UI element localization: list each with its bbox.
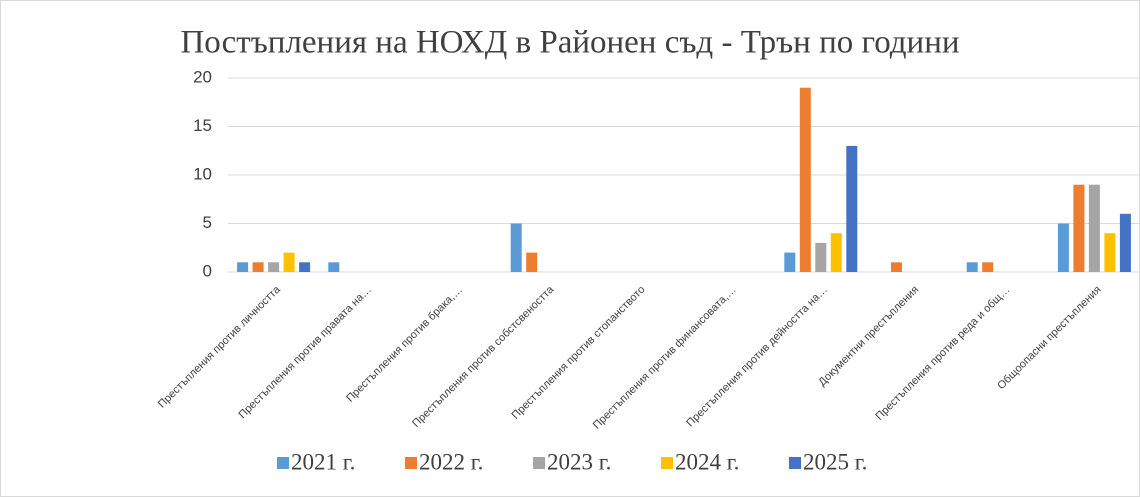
y-tick-label: 5 — [203, 213, 212, 232]
bar — [1104, 233, 1116, 272]
bar — [510, 223, 522, 272]
legend-label: 2022 г. — [419, 449, 483, 474]
y-tick-label: 10 — [193, 164, 212, 183]
bar — [283, 252, 295, 272]
bar — [299, 262, 311, 272]
legend-swatch — [789, 457, 801, 469]
bar — [526, 252, 538, 272]
bar — [237, 262, 249, 272]
y-tick-label: 0 — [203, 261, 212, 280]
bar — [784, 252, 796, 272]
bar — [328, 262, 340, 272]
legend-label: 2024 г. — [675, 449, 739, 474]
bar — [268, 262, 280, 272]
bar — [1057, 223, 1069, 272]
legend-label: 2021 г. — [291, 449, 355, 474]
bar — [1088, 184, 1100, 272]
y-tick-label: 15 — [193, 116, 212, 135]
legend-swatch — [405, 457, 417, 469]
legend-swatch — [661, 457, 673, 469]
legend-swatch — [533, 457, 545, 469]
bar — [982, 262, 994, 272]
bar — [1073, 184, 1085, 272]
bar — [846, 145, 858, 272]
legend-label: 2025 г. — [803, 449, 867, 474]
y-tick-label: 20 — [193, 67, 212, 86]
bar — [252, 262, 264, 272]
legend-swatch — [277, 457, 289, 469]
chart-title: Постъпления на НОХД в Районен съд - Трън… — [180, 25, 959, 61]
legend-label: 2023 г. — [547, 449, 611, 474]
bar — [966, 262, 978, 272]
bar — [815, 242, 827, 272]
bar — [891, 262, 902, 272]
bar — [799, 87, 811, 272]
bar — [1119, 213, 1131, 272]
bar — [830, 233, 842, 272]
